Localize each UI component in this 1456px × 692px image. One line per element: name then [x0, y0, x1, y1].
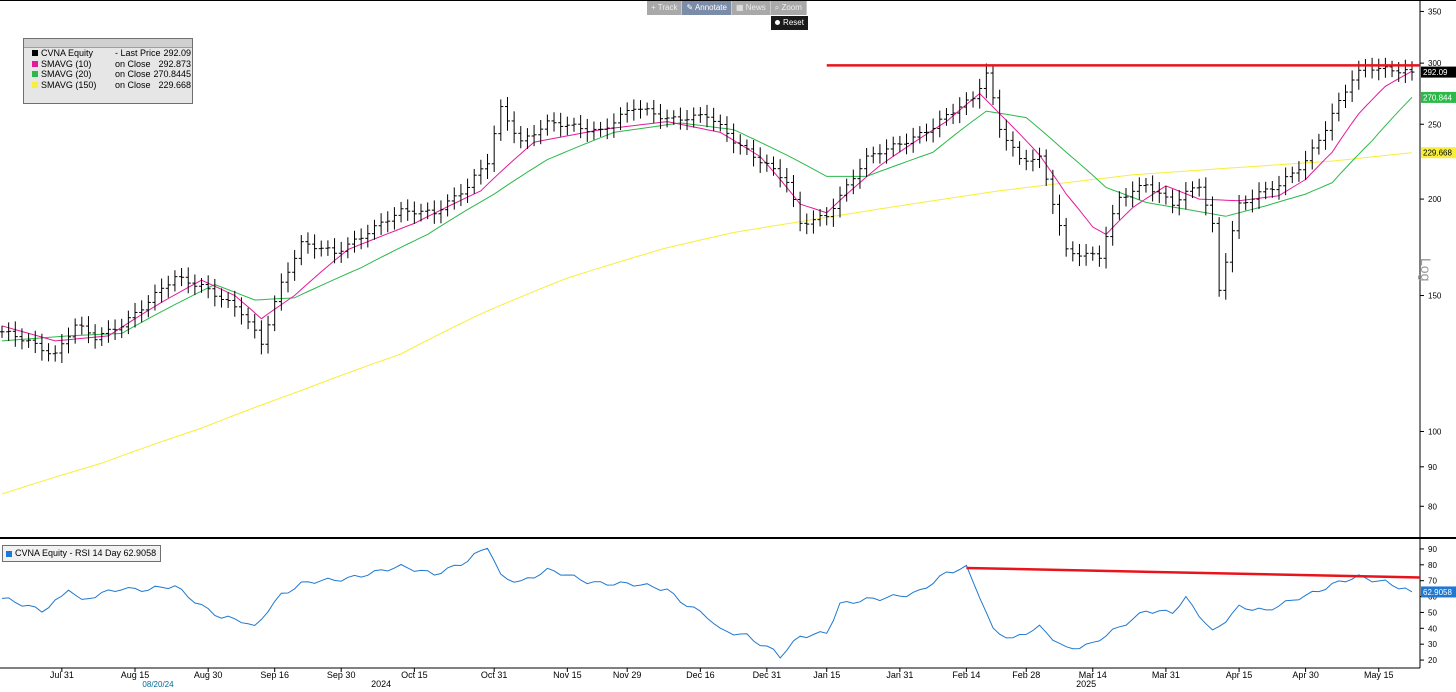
legend-series-field: on Close	[115, 79, 151, 90]
legend-swatch	[32, 71, 38, 78]
price-axis-tick-label: 200	[1428, 195, 1442, 204]
legend-swatch	[32, 60, 38, 67]
x-axis-tick-label: Oct 15	[401, 670, 428, 680]
legend-series-name: SMAVG (150)	[41, 79, 97, 90]
legend-swatch	[32, 81, 38, 88]
rsi-axis-tick-label: 90	[1428, 545, 1437, 554]
legend-series-name: CVNA Equity	[41, 48, 94, 59]
rsi-value-tag	[1421, 586, 1456, 598]
price-axis-tick-label: 100	[1428, 427, 1442, 436]
x-axis-tick-label: Jul 31	[50, 670, 74, 680]
rsi-legend-label: CVNA Equity - RSI 14 Day 62.9058	[15, 548, 157, 558]
x-axis-tick-label: Sep 16	[260, 670, 289, 680]
rsi-axis-tick-label: 50	[1428, 608, 1437, 617]
rsi-axis-tick-label: 20	[1428, 656, 1437, 665]
legend-series-name: SMAVG (10)	[41, 58, 92, 69]
news-icon: ▦	[735, 3, 746, 12]
legend-series-value: 292.09	[163, 48, 191, 59]
price-value-tag-label: 229.668	[1423, 149, 1452, 158]
legend-swatch	[32, 50, 38, 57]
track-label: Track	[657, 3, 678, 12]
price-value-tag	[1421, 91, 1456, 103]
pencil-icon: ✎	[686, 3, 695, 12]
price-value-tag	[1421, 66, 1456, 78]
price-axis-tick-label: 80	[1428, 502, 1437, 511]
log-scale-label: Log	[1418, 258, 1434, 282]
legend-row-smavg-20: SMAVG (20) on Close 270.8445	[24, 69, 192, 80]
price-panel-background	[0, 0, 1420, 537]
ma-line-smavg-150-	[1, 152, 1413, 495]
reset-button[interactable]: Reset	[771, 16, 808, 30]
legend-row-smavg-10: SMAVG (10) on Close 292.873	[24, 59, 192, 70]
price-axis-tick-label: 90	[1428, 463, 1437, 472]
chart-toolbar: + Track ✎ Annotate ▦ News ⌕ Zoom	[647, 1, 807, 15]
annotate-button[interactable]: ✎ Annotate	[682, 1, 732, 15]
rsi-axis-tick-label: 80	[1428, 561, 1437, 570]
x-axis-tick-label: May 15	[1364, 670, 1394, 680]
legend-series-value: 292.873	[158, 58, 191, 69]
x-axis-tick-label: Jan 15	[813, 670, 840, 680]
magnifier-icon: ⌕	[774, 3, 782, 12]
legend-swatch	[6, 550, 12, 557]
x-axis-tick-label: Mar 31	[1152, 670, 1180, 680]
zoom-label: Zoom	[781, 3, 802, 12]
track-button[interactable]: + Track	[647, 1, 683, 15]
price-axis-tick-label: 350	[1428, 7, 1442, 16]
price-value-tag-label: 270.844	[1423, 93, 1452, 102]
x-axis-tick-label: Feb 28	[1012, 670, 1040, 680]
legend-series-field: on Close	[115, 69, 151, 80]
price-axis-tick-label: 250	[1428, 120, 1442, 129]
rsi-axis-tick-label: 70	[1428, 577, 1437, 586]
x-axis-tick-label: Nov 15	[553, 670, 582, 680]
x-axis-tick-label: Apr 15	[1226, 670, 1253, 680]
price-legend[interactable]: CVNA Equity - Last Price 292.09 SMAVG (1…	[23, 38, 193, 104]
x-axis-tick-label: Nov 29	[613, 670, 642, 680]
price-axis-tick-label: 300	[1428, 59, 1442, 68]
reset-label: Reset	[783, 18, 804, 27]
plus-icon: +	[651, 3, 658, 12]
x-axis-tick-label: Mar 14	[1079, 670, 1107, 680]
rsi-axis-tick-label: 30	[1428, 640, 1437, 649]
legend-series-name: SMAVG (20)	[41, 69, 92, 80]
reset-dot-icon	[775, 20, 781, 26]
price-axis-tick-label: 150	[1428, 292, 1442, 301]
legend-drag-handle[interactable]	[24, 39, 192, 48]
rsi-line	[1, 547, 1413, 659]
annotate-label: Annotate	[694, 3, 727, 12]
ma-line-smavg-10-	[1, 70, 1413, 342]
x-axis-tick-label: Sep 30	[327, 670, 356, 680]
legend-row-last-price: CVNA Equity - Last Price 292.09	[24, 48, 192, 59]
rsi-trend-line	[966, 566, 1421, 579]
x-axis-tick-label: Oct 31	[481, 670, 508, 680]
legend-series-field: - Last Price	[115, 48, 161, 59]
x-axis-tick-label: Aug 15	[121, 670, 150, 680]
price-value-tag-label: 292.09	[1423, 68, 1448, 77]
rsi-axis-tick-label: 40	[1428, 624, 1437, 633]
legend-series-value: 229.668	[158, 79, 191, 90]
cursor-date-label: 08/20/24	[142, 680, 174, 687]
zoom-button[interactable]: ⌕ Zoom	[771, 1, 807, 15]
price-value-tag	[1421, 147, 1456, 159]
x-axis-tick-label: Dec 31	[753, 670, 782, 680]
rsi-value-tag-label: 62.9058	[1423, 588, 1452, 597]
x-axis-tick-label: Apr 30	[1292, 670, 1319, 680]
rsi-legend[interactable]: CVNA Equity - RSI 14 Day 62.9058	[2, 545, 162, 562]
x-axis-year-label: 2025	[1076, 679, 1096, 687]
x-axis-year-label: 2024	[371, 679, 391, 687]
x-axis-tick-label: Aug 30	[194, 670, 223, 680]
x-axis-tick-label: Jan 31	[886, 670, 913, 680]
x-axis-tick-label: Feb 14	[952, 670, 980, 680]
news-button[interactable]: ▦ News	[732, 1, 771, 15]
legend-series-field: on Close	[115, 58, 151, 69]
legend-series-value: 270.8445	[153, 69, 191, 80]
legend-row-smavg-150: SMAVG (150) on Close 229.668	[24, 80, 192, 91]
x-axis-tick-label: Dec 16	[686, 670, 715, 680]
news-label: News	[745, 3, 766, 12]
